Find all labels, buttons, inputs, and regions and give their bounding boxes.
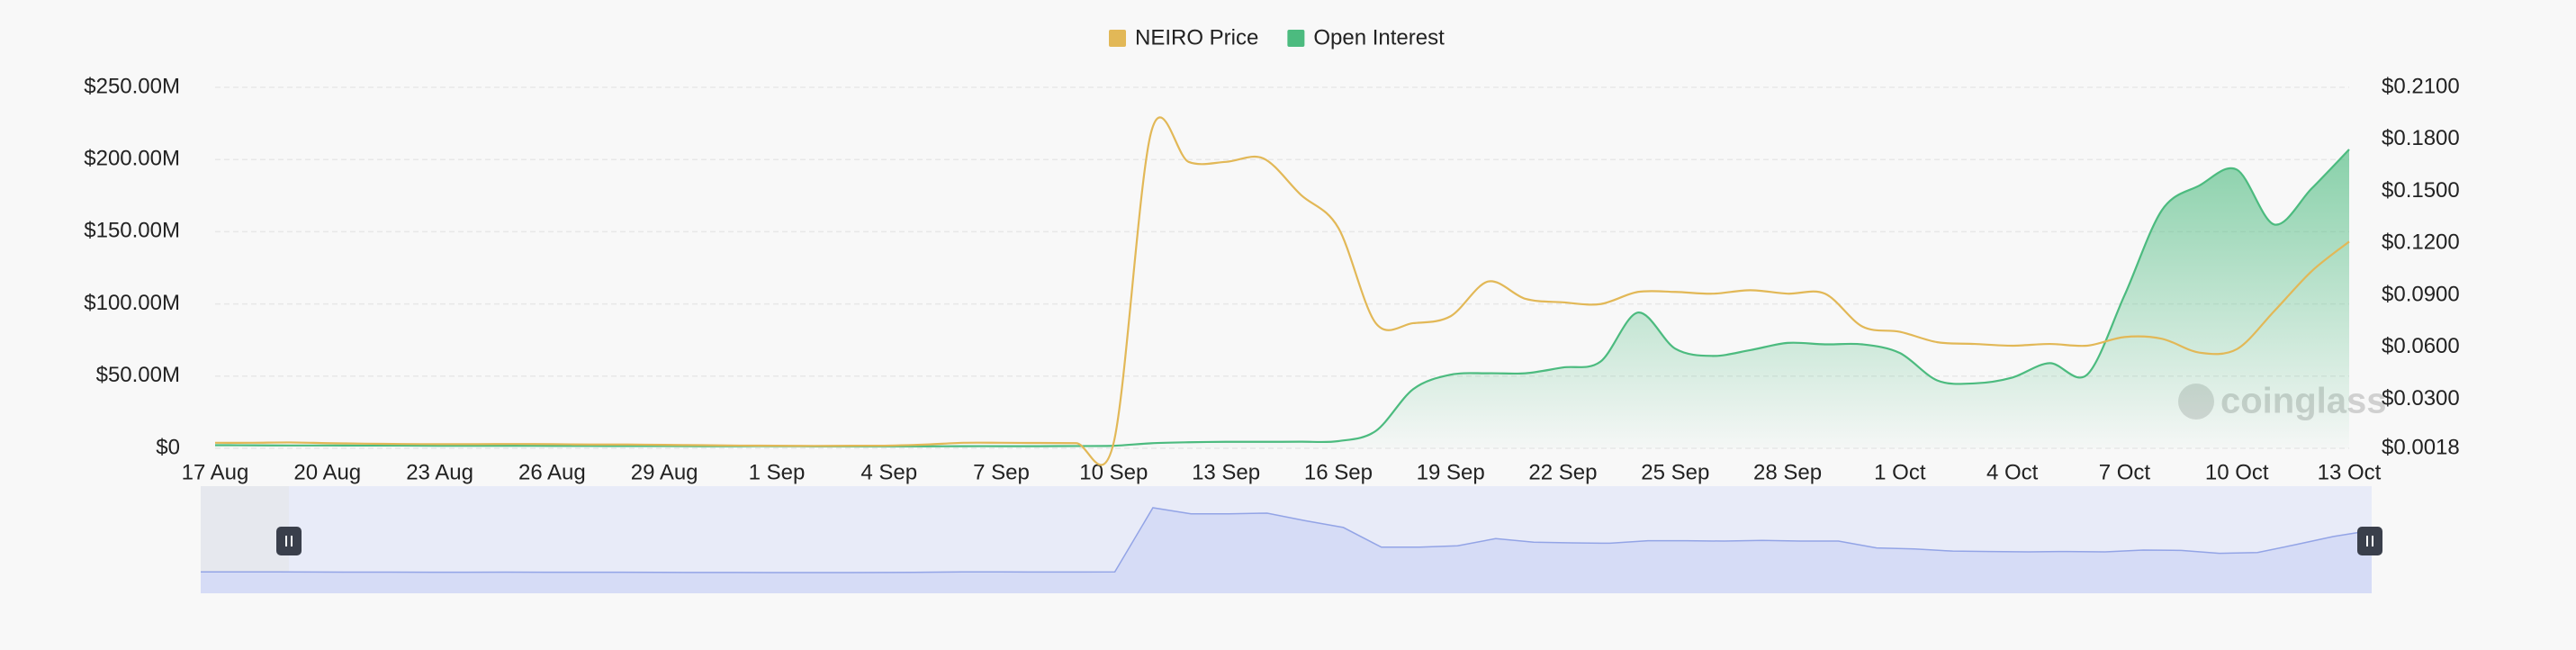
- area: [215, 149, 2349, 449]
- y2-tick-label: $0.0900: [2382, 282, 2460, 306]
- x-tick-label: 26 Aug: [518, 460, 586, 484]
- x-tick-label: 10 Oct: [2205, 460, 2269, 484]
- y2-tick-label: $0.0600: [2382, 334, 2460, 358]
- line: [214, 149, 2350, 447]
- x-tick-label: 22 Sep: [1528, 460, 1597, 484]
- handle-body: [2357, 527, 2382, 555]
- legend-label: Open Interest: [1313, 25, 1445, 50]
- y2-tick-label: $0.2100: [2382, 74, 2460, 98]
- navigator-handle[interactable]: [2357, 527, 2382, 555]
- y2-tick-label: $0.1800: [2382, 126, 2460, 150]
- x-tick-label: 29 Aug: [631, 460, 698, 484]
- navigator-handle[interactable]: [276, 527, 302, 555]
- x-tick-label: 10 Sep: [1079, 460, 1148, 484]
- handle-body: [276, 527, 302, 555]
- y-tick-label: $100.00M: [84, 291, 180, 315]
- legend-swatch: [1287, 30, 1305, 47]
- x-tick-label: 7 Oct: [2099, 460, 2151, 484]
- x-tick-label: 13 Sep: [1192, 460, 1260, 484]
- y-tick-label: $150.00M: [84, 219, 180, 243]
- line: [214, 116, 2350, 466]
- y2-tick-label: $0.1500: [2382, 178, 2460, 203]
- legend-label: NEIRO Price: [1135, 25, 1258, 50]
- x-tick-label: 28 Sep: [1753, 460, 1822, 484]
- x-tick-label: 19 Sep: [1417, 460, 1485, 484]
- x-tick-label: 4 Sep: [860, 460, 917, 484]
- x-tick-label: 4 Oct: [1986, 460, 2039, 484]
- x-tick-label: 20 Aug: [293, 460, 361, 484]
- y2-tick-label: $0.1200: [2382, 230, 2460, 255]
- x-tick-label: 17 Aug: [182, 460, 249, 484]
- navigator-area: [201, 508, 2372, 593]
- y2-tick-label: $0.0018: [2382, 435, 2460, 459]
- x-tick-label: 1 Sep: [749, 460, 806, 484]
- y-tick-label: $200.00M: [84, 147, 180, 171]
- x-tick-label: 13 Oct: [2318, 460, 2382, 484]
- y2-tick-label: $0.0300: [2382, 386, 2460, 411]
- y-tick-label: $50.00M: [96, 363, 180, 387]
- x-tick-label: 16 Sep: [1304, 460, 1373, 484]
- x-tick-label: 25 Sep: [1641, 460, 1709, 484]
- legend-swatch: [1109, 30, 1126, 47]
- x-tick-label: 1 Oct: [1874, 460, 1926, 484]
- navigator-line: [201, 507, 2373, 573]
- legend-item[interactable]: Open Interest: [1287, 25, 1445, 50]
- y-tick-label: $0: [156, 435, 180, 459]
- legend-item[interactable]: NEIRO Price: [1109, 25, 1258, 50]
- x-tick-label: 7 Sep: [973, 460, 1030, 484]
- y-tick-label: $250.00M: [84, 74, 180, 98]
- x-tick-label: 23 Aug: [406, 460, 473, 484]
